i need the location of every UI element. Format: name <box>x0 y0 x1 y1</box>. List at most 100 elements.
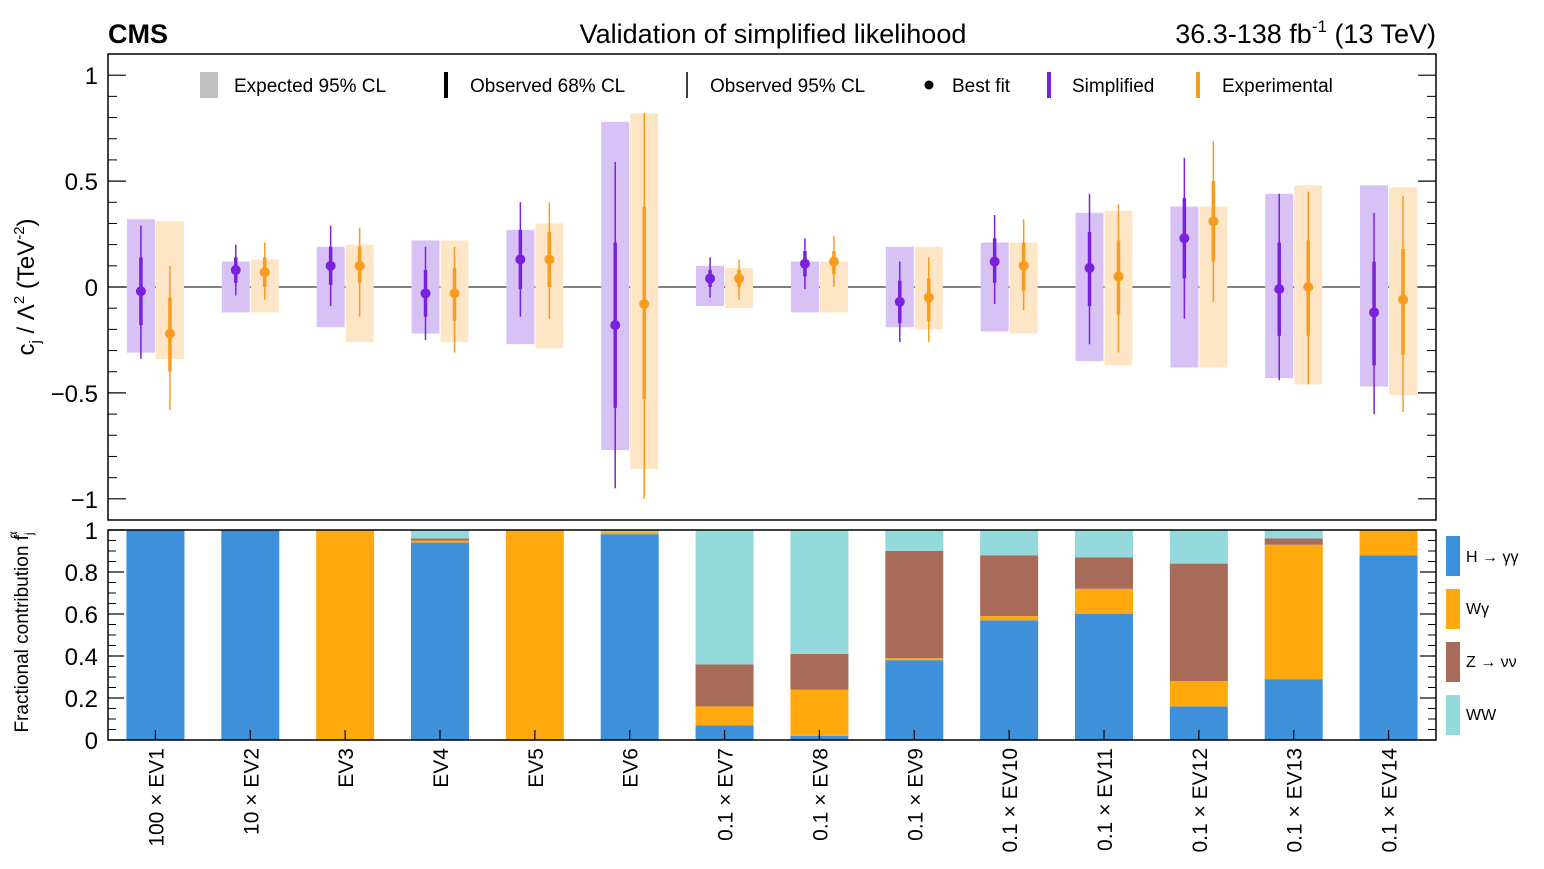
hgg-bar-segment <box>126 530 185 740</box>
hgg-bar-segment <box>1075 614 1133 740</box>
legend-observed95-label: Observed 95% CL <box>710 76 865 97</box>
legend-znn-swatch <box>1446 642 1460 682</box>
legend-ww-swatch <box>1446 695 1460 735</box>
wg-bar-segment <box>1169 681 1228 707</box>
top-y-tick-label: −0.5 <box>51 381 98 408</box>
bottom-y-tick-label: 0.6 <box>65 602 98 629</box>
experiment-label: CMS <box>108 19 168 49</box>
hgg-bar-segment <box>885 660 944 740</box>
wg-bar-segment <box>790 689 849 736</box>
wg-bar-segment <box>411 540 469 543</box>
top-legend: Expected 95% CL Observed 68% CL Observed… <box>200 72 1333 98</box>
bottom-y-axis-label: Fractional contribution fjα <box>6 531 36 732</box>
x-axis-labels: 100 × EV1 10 × EV2 EV3 EV4 EV5 EV6 0.1 × EV7 0.… <box>145 730 1402 853</box>
legend-wg-swatch <box>1446 589 1460 629</box>
x-tick-label: 0.1 × EV8 <box>809 748 832 841</box>
wg-bar-segment <box>316 530 375 740</box>
experimental-bestfit-point <box>1208 216 1219 227</box>
legend-hgg-swatch <box>1446 536 1460 576</box>
znn-bar-segment <box>980 555 1039 617</box>
ww-bar-segment <box>1169 530 1228 564</box>
x-tick-label: EV3 <box>335 748 358 788</box>
top-y-axis: −1 −0.5 0 0.5 1 <box>51 63 1436 514</box>
ww-bar-segment <box>1264 530 1323 539</box>
experimental-bestfit-point <box>259 267 270 278</box>
bottom-panel-frame <box>107 529 1437 741</box>
x-tick-label: 0.1 × EV12 <box>1189 748 1212 853</box>
x-tick-label: 10 × EV2 <box>240 748 263 835</box>
experimental-bestfit-point <box>449 288 460 299</box>
x-tick-label: 0.1 × EV11 <box>1094 748 1117 851</box>
legend-expected95-label: Expected 95% CL <box>234 76 386 97</box>
legend-expected95-swatch <box>200 72 218 98</box>
ww-bar-segment <box>600 530 659 533</box>
simplified-bestfit-point <box>1274 284 1285 295</box>
experimental-bestfit-point <box>1018 260 1029 271</box>
znn-bar-segment <box>411 538 469 541</box>
hgg-bar-segment <box>1359 555 1418 740</box>
legend-ww-label: WW <box>1466 707 1497 724</box>
x-tick-label: 0.1 × EV10 <box>999 748 1022 853</box>
x-tick-label: EV6 <box>620 748 643 788</box>
hgg-bar-segment <box>600 534 659 740</box>
legend-wg-label: Wγ <box>1466 601 1489 618</box>
x-tick-label: EV5 <box>525 748 548 788</box>
znn-bar-segment <box>790 653 849 690</box>
luminosity-label: 36.3-138 fb-1 (13 TeV) <box>1175 17 1436 49</box>
simplified-bestfit-point <box>1369 307 1380 318</box>
experimental-bestfit-point <box>354 260 365 271</box>
simplified-bestfit-point <box>1084 262 1095 273</box>
bottom-y-axis: 0 0.2 0.4 0.6 0.8 1 <box>65 518 1436 755</box>
bottom-y-tick-label: 0.4 <box>65 644 98 671</box>
experimental-bestfit-point <box>828 256 839 267</box>
experimental-bestfit-point <box>1113 271 1124 282</box>
znn-bar-segment <box>885 551 944 659</box>
znn-bar-segment <box>1264 538 1323 545</box>
x-tick-label: EV4 <box>430 748 453 788</box>
experimental-bestfit-point <box>639 298 650 309</box>
bottom-y-tick-label: 1 <box>85 518 98 545</box>
simplified-bestfit-point <box>230 265 241 276</box>
top-data-marks <box>126 113 1418 499</box>
hgg-bar-segment <box>980 620 1039 740</box>
top-y-axis-label: cj / Λ2 (TeV-2) <box>11 218 44 355</box>
top-panel: −1 −0.5 0 0.5 1 Expected 95% CL Observed 68%… <box>11 53 1437 521</box>
x-tick-label: 100 × EV1 <box>145 748 168 847</box>
hgg-bar-segment <box>411 542 469 740</box>
x-tick-label: 0.1 × EV7 <box>715 748 738 841</box>
ww-bar-segment <box>1075 530 1133 558</box>
legend-observed68-label: Observed 68% CL <box>470 76 625 97</box>
legend-bestfit-label: Best fit <box>952 76 1011 97</box>
top-y-tick-label: 0 <box>85 275 98 302</box>
experimental-bestfit-point <box>1303 282 1314 292</box>
wg-bar-segment <box>600 532 659 535</box>
znn-bar-segment <box>695 664 754 707</box>
bottom-panel: 0 0.2 0.4 0.6 0.8 1 100 × EV1 10 × EV2 EV3 EV4 EV… <box>6 518 1518 853</box>
wg-bar-segment <box>1075 588 1133 614</box>
ww-bar-segment <box>411 530 469 539</box>
ww-bar-segment <box>980 530 1039 556</box>
chart-title: Validation of simplified likelihood <box>580 19 967 49</box>
legend-hgg-label: H → γγ <box>1466 549 1518 566</box>
x-tick-label: 0.1 × EV14 <box>1379 748 1402 853</box>
hgg-bar-segment <box>221 530 280 740</box>
hgg-bar-segment <box>1264 679 1323 740</box>
experimental-bestfit-point <box>544 254 555 265</box>
wg-bar-segment <box>885 658 944 661</box>
top-y-tick-label: −1 <box>71 487 98 514</box>
wg-bar-segment <box>505 530 564 740</box>
legend-bestfit-marker <box>924 80 934 90</box>
simplified-bestfit-point <box>420 288 431 299</box>
bottom-y-tick-label: 0 <box>85 728 98 755</box>
wg-bar-segment <box>1359 530 1418 556</box>
legend-simplified-label: Simplified <box>1072 76 1154 97</box>
bottom-legend: H → γγ Wγ Z → νν WW <box>1446 536 1518 735</box>
legend-experimental-label: Experimental <box>1222 76 1333 97</box>
experimental-bestfit-point <box>734 273 745 284</box>
legend-znn-label: Z → νν <box>1466 654 1517 671</box>
znn-bar-segment <box>1075 557 1133 589</box>
bottom-stacked-bars <box>126 530 1418 740</box>
x-tick-label: 0.1 × EV9 <box>904 748 927 841</box>
ww-bar-segment <box>885 530 944 551</box>
top-y-tick-label: 1 <box>85 63 98 90</box>
